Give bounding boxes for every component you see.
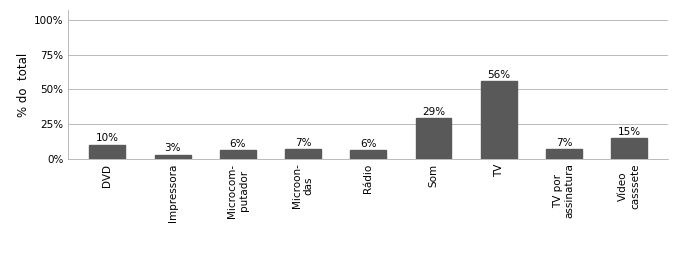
- Bar: [481, 81, 517, 159]
- Text: 7%: 7%: [556, 138, 572, 148]
- Bar: [220, 150, 256, 159]
- Bar: [89, 145, 125, 159]
- Bar: [351, 150, 386, 159]
- Text: 7%: 7%: [295, 138, 311, 148]
- Bar: [285, 149, 321, 159]
- Text: 6%: 6%: [230, 139, 246, 149]
- Y-axis label: % do  total: % do total: [16, 52, 30, 116]
- Bar: [546, 149, 582, 159]
- Text: 6%: 6%: [360, 139, 376, 149]
- Text: 29%: 29%: [422, 107, 445, 117]
- Text: 15%: 15%: [618, 126, 641, 136]
- Bar: [415, 119, 451, 159]
- Text: 56%: 56%: [487, 70, 510, 80]
- Bar: [611, 138, 647, 159]
- Text: 3%: 3%: [164, 143, 181, 153]
- Bar: [155, 155, 190, 159]
- Text: 10%: 10%: [96, 133, 119, 143]
